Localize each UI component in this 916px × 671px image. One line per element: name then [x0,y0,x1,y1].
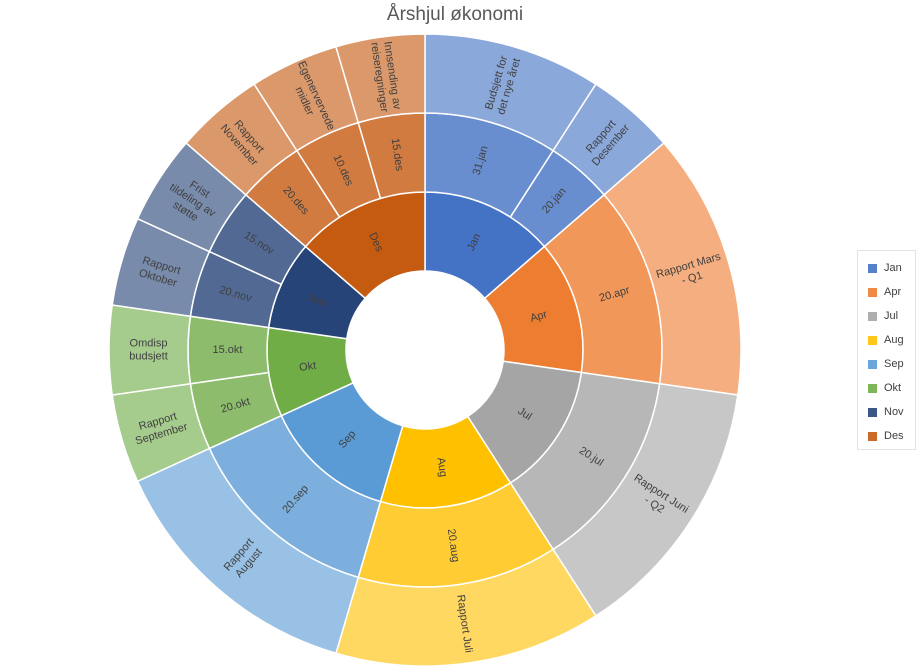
legend-item-nov: Nov [868,405,904,419]
label-15-okt: 15.okt [213,344,243,356]
label-20-aug: 20.aug [445,528,462,563]
legend-item-des: Des [868,429,904,443]
legend-swatch [868,431,877,441]
legend-swatch [868,359,877,369]
chart-title: Årshjul økonomi [386,4,524,25]
legend-item-apr: Apr [868,285,901,299]
legend-swatch [868,311,877,321]
legend-label: Sep [884,358,904,370]
label-omdisp-budsjett: Omdisp budsjett [129,337,168,362]
legend: Jan Apr Jul Aug Sep Okt Nov Des [857,250,916,450]
legend-label: Aug [884,334,904,346]
legend-item-aug: Aug [868,333,904,347]
segment-innsending-av-reiseregninger [335,33,426,124]
legend-item-sep: Sep [868,357,904,371]
legend-item-okt: Okt [868,381,901,395]
label-aug: Aug [435,457,450,478]
legend-swatch [868,407,877,417]
legend-label: Apr [884,286,902,298]
legend-label: Des [884,430,904,442]
legend-label: Okt [884,382,902,394]
legend-label: Jul [884,310,899,322]
legend-item-jul: Jul [868,309,898,323]
legend-swatch [868,335,877,345]
legend-swatch [868,263,877,273]
legend-swatch [868,383,877,393]
legend-swatch [868,287,877,297]
label-15-des: 15.des [389,137,406,172]
label-apr: Apr [529,308,549,324]
legend-item-jan: Jan [868,261,902,275]
label-okt: Okt [298,360,317,374]
legend-label: Nov [884,406,904,418]
legend-label: Jan [884,262,902,274]
